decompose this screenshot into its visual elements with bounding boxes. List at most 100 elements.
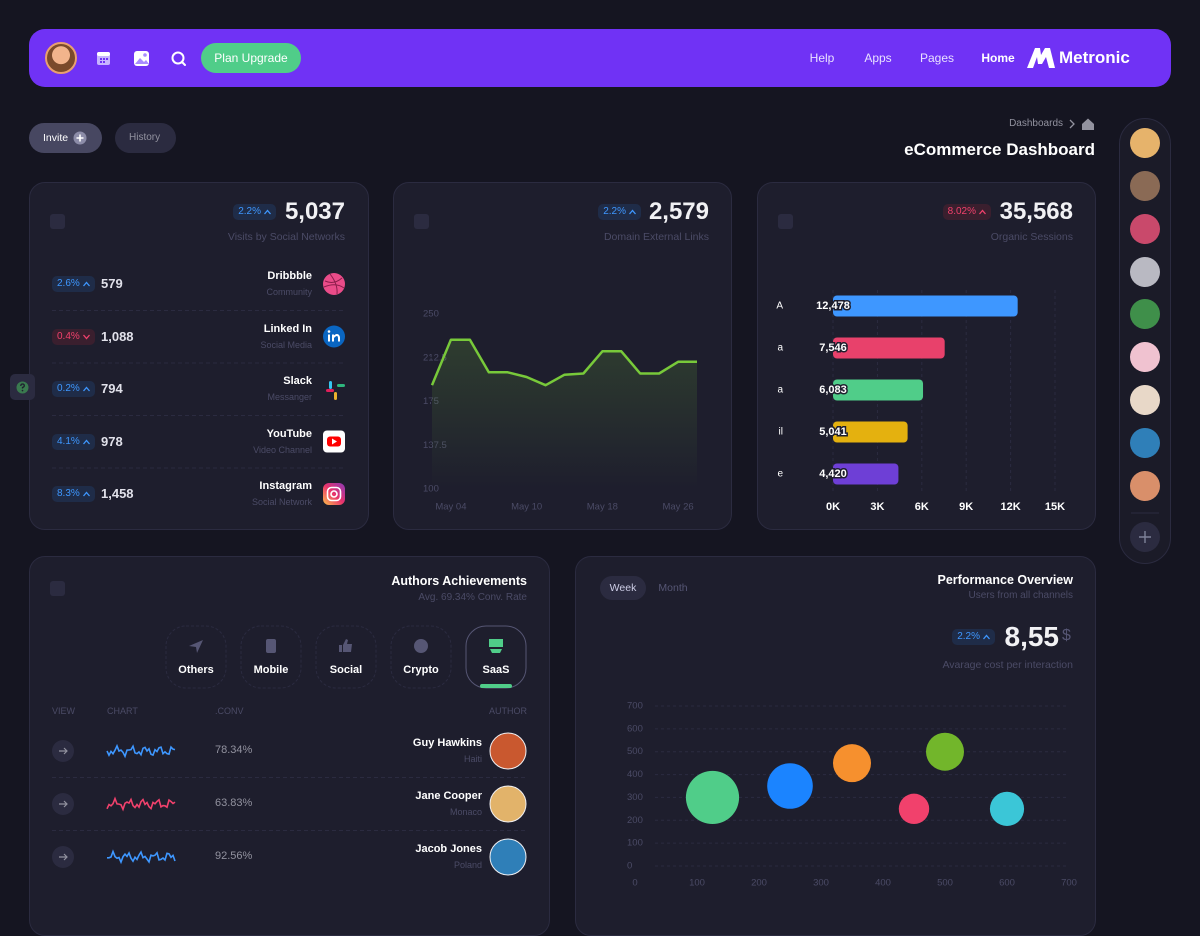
author-location: Poland — [453, 860, 482, 870]
card-menu-icons — [50, 214, 793, 596]
badge-text: 4.1% — [57, 435, 80, 447]
badge: 4.1% — [52, 433, 95, 450]
page: eCommerce Dashboard { "header": {"upgrad… — [10, 29, 1171, 936]
bubble — [926, 732, 964, 771]
y-tick-label: 600 — [627, 723, 643, 734]
view-arrow — [59, 747, 68, 755]
author-location: Haiti — [463, 754, 482, 764]
tab-label[interactable]: Social — [329, 664, 363, 676]
badge-text: 2.2% — [238, 206, 261, 217]
tab-icon — [414, 639, 428, 653]
badge-text: 2.2% — [957, 631, 980, 642]
breadcrumb[interactable]: Dashboards — [1009, 118, 1063, 129]
y-tick-label: 300 — [627, 792, 643, 803]
row-sub: Social Network — [251, 497, 312, 507]
row-sub: Community — [266, 287, 312, 297]
column-header: VIEW — [52, 706, 76, 716]
nav-link[interactable]: Apps — [864, 51, 892, 65]
x-tick-label: 0K — [826, 501, 840, 513]
x-tick-label: 700 — [1061, 878, 1077, 889]
x-tick-label: May 04 — [435, 502, 466, 513]
x-tick-label: May 18 — [587, 502, 618, 513]
linkedin-glyph — [328, 334, 340, 342]
dribbble-icon — [323, 273, 345, 295]
x-tick-label: 0 — [632, 878, 637, 889]
total-value: 35,568 — [999, 198, 1073, 225]
youtube-play — [332, 438, 337, 445]
bar — [833, 295, 1018, 317]
bubble — [989, 791, 1025, 826]
category-tab[interactable] — [465, 625, 527, 689]
x-tick-label: 6K — [915, 501, 929, 513]
image-icon[interactable] — [134, 51, 149, 66]
card-title: Authors Achievements — [391, 574, 527, 588]
plus-icon — [73, 131, 87, 145]
bar — [833, 379, 924, 401]
column-header: CHART — [107, 706, 138, 716]
card-subtitle: Users from all channels — [968, 590, 1073, 601]
tab-icon — [339, 639, 352, 652]
card-title: Performance Overview — [937, 573, 1074, 587]
invite-button[interactable] — [29, 123, 102, 153]
calendar-icon[interactable] — [97, 52, 110, 65]
tab-label[interactable]: Crypto — [403, 664, 439, 676]
total-label: Visits by Social Networks — [227, 231, 345, 243]
x-tick-label: 200 — [751, 878, 767, 889]
tab-label[interactable]: Others — [178, 664, 214, 676]
category-tab[interactable] — [315, 625, 377, 689]
row-value: 579 — [101, 276, 123, 291]
plan-upgrade-button[interactable]: Plan Upgrade — [201, 43, 301, 73]
nav-link[interactable]: Help — [809, 51, 835, 65]
nav-link[interactable]: Pages — [919, 51, 955, 65]
sparkline — [106, 796, 176, 812]
tab-icon — [189, 640, 203, 653]
tab-label[interactable]: SaaS — [482, 664, 510, 676]
history-label: History — [129, 132, 161, 143]
row-value: 794 — [101, 381, 123, 396]
y-tick-label: 200 — [627, 815, 643, 826]
x-tick-label: 3K — [870, 501, 884, 513]
instagram-icon — [323, 483, 345, 505]
social-card — [29, 182, 369, 530]
metric-value: 8,55 — [1004, 621, 1060, 652]
category-tab[interactable] — [165, 625, 227, 689]
bubble — [767, 763, 813, 809]
author-location: Monaco — [449, 807, 482, 817]
period-tab-bg — [600, 576, 646, 600]
y-tick-label: 100 — [627, 838, 643, 849]
value-label: 5,041 — [819, 426, 847, 438]
category-label: e — [777, 469, 783, 480]
badge-text: 8.02% — [947, 206, 976, 217]
y-tick-label: 400 — [627, 769, 643, 780]
badge: 2.2% — [952, 629, 995, 645]
history-button[interactable] — [115, 123, 176, 153]
search-icon[interactable] — [171, 51, 186, 66]
top-icons — [97, 51, 186, 66]
period-tab[interactable]: Week — [609, 582, 637, 594]
row-value: 978 — [101, 433, 123, 449]
category-tab[interactable] — [240, 625, 302, 689]
dashboard: Plan Upgrade Help Apps Pages Home Metronic … — [10, 29, 1171, 936]
dribbble-icon-lines — [323, 273, 345, 295]
x-tick-label: 300 — [813, 878, 829, 889]
author-avatar — [489, 732, 527, 770]
trend-arrow — [82, 386, 90, 392]
bubble — [685, 770, 740, 825]
area — [432, 339, 697, 489]
nav-link[interactable]: Home — [981, 51, 1015, 65]
brand-name: Metronic — [1059, 48, 1130, 67]
y-tick-label: 700 — [627, 701, 643, 712]
total-label: Domain External Links — [603, 231, 709, 243]
conv-rate: 63.83% — [215, 797, 253, 809]
x-tick-label: 12K — [1001, 501, 1021, 513]
x-tick-label: 15K — [1045, 501, 1065, 513]
badge-text: 2.6% — [57, 278, 80, 289]
row-value: 1,458 — [101, 486, 134, 501]
category-label: a — [777, 385, 783, 396]
author-name: Guy Hawkins — [412, 737, 482, 749]
trend-arrow — [264, 209, 271, 215]
category-tab[interactable] — [390, 625, 452, 689]
period-tab[interactable]: Month — [658, 582, 688, 594]
tab-label[interactable]: Mobile — [253, 664, 289, 676]
user-avatar[interactable] — [45, 42, 77, 74]
